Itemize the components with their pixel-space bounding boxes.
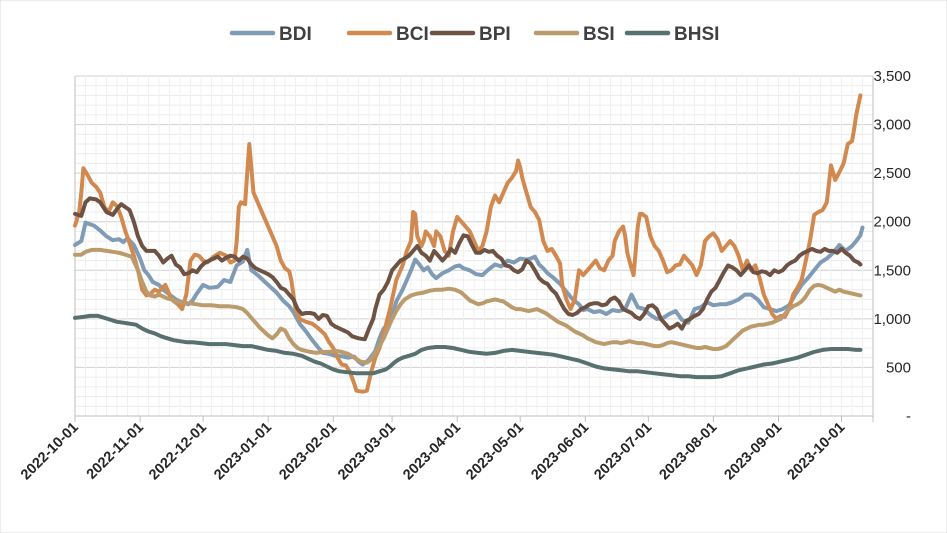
gridlines [75, 75, 873, 416]
legend-label-bsi: BSI [583, 24, 615, 45]
series-line-bsi [73, 247, 863, 365]
series-line-bdi [73, 220, 865, 367]
y-tick-label: 2,500 [873, 165, 911, 182]
y-tick-label: 2,000 [873, 214, 911, 231]
y-tick-label: 3,500 [873, 68, 911, 85]
y-tick-label: 1,000 [873, 311, 911, 328]
legend-label-bci: BCI [396, 24, 429, 45]
series-lines [73, 93, 865, 394]
series-line-bpi [73, 196, 863, 342]
legend-label-bhsi: BHSI [674, 24, 719, 45]
y-tick-label: - [906, 408, 911, 425]
legend: BDI BCI BPI BSI BHSI [229, 24, 719, 45]
y-axis-labels: - 500 1,000 1,500 2,000 2,500 3,000 3,500 [873, 68, 911, 425]
legend-label-bpi: BPI [479, 24, 511, 45]
y-tick-label: 1,500 [873, 262, 911, 279]
y-tick-label: 3,000 [873, 117, 911, 134]
y-tick-label: 500 [886, 359, 911, 376]
series-line-bhsi [73, 313, 863, 380]
legend-label-bdi: BDI [279, 24, 312, 45]
